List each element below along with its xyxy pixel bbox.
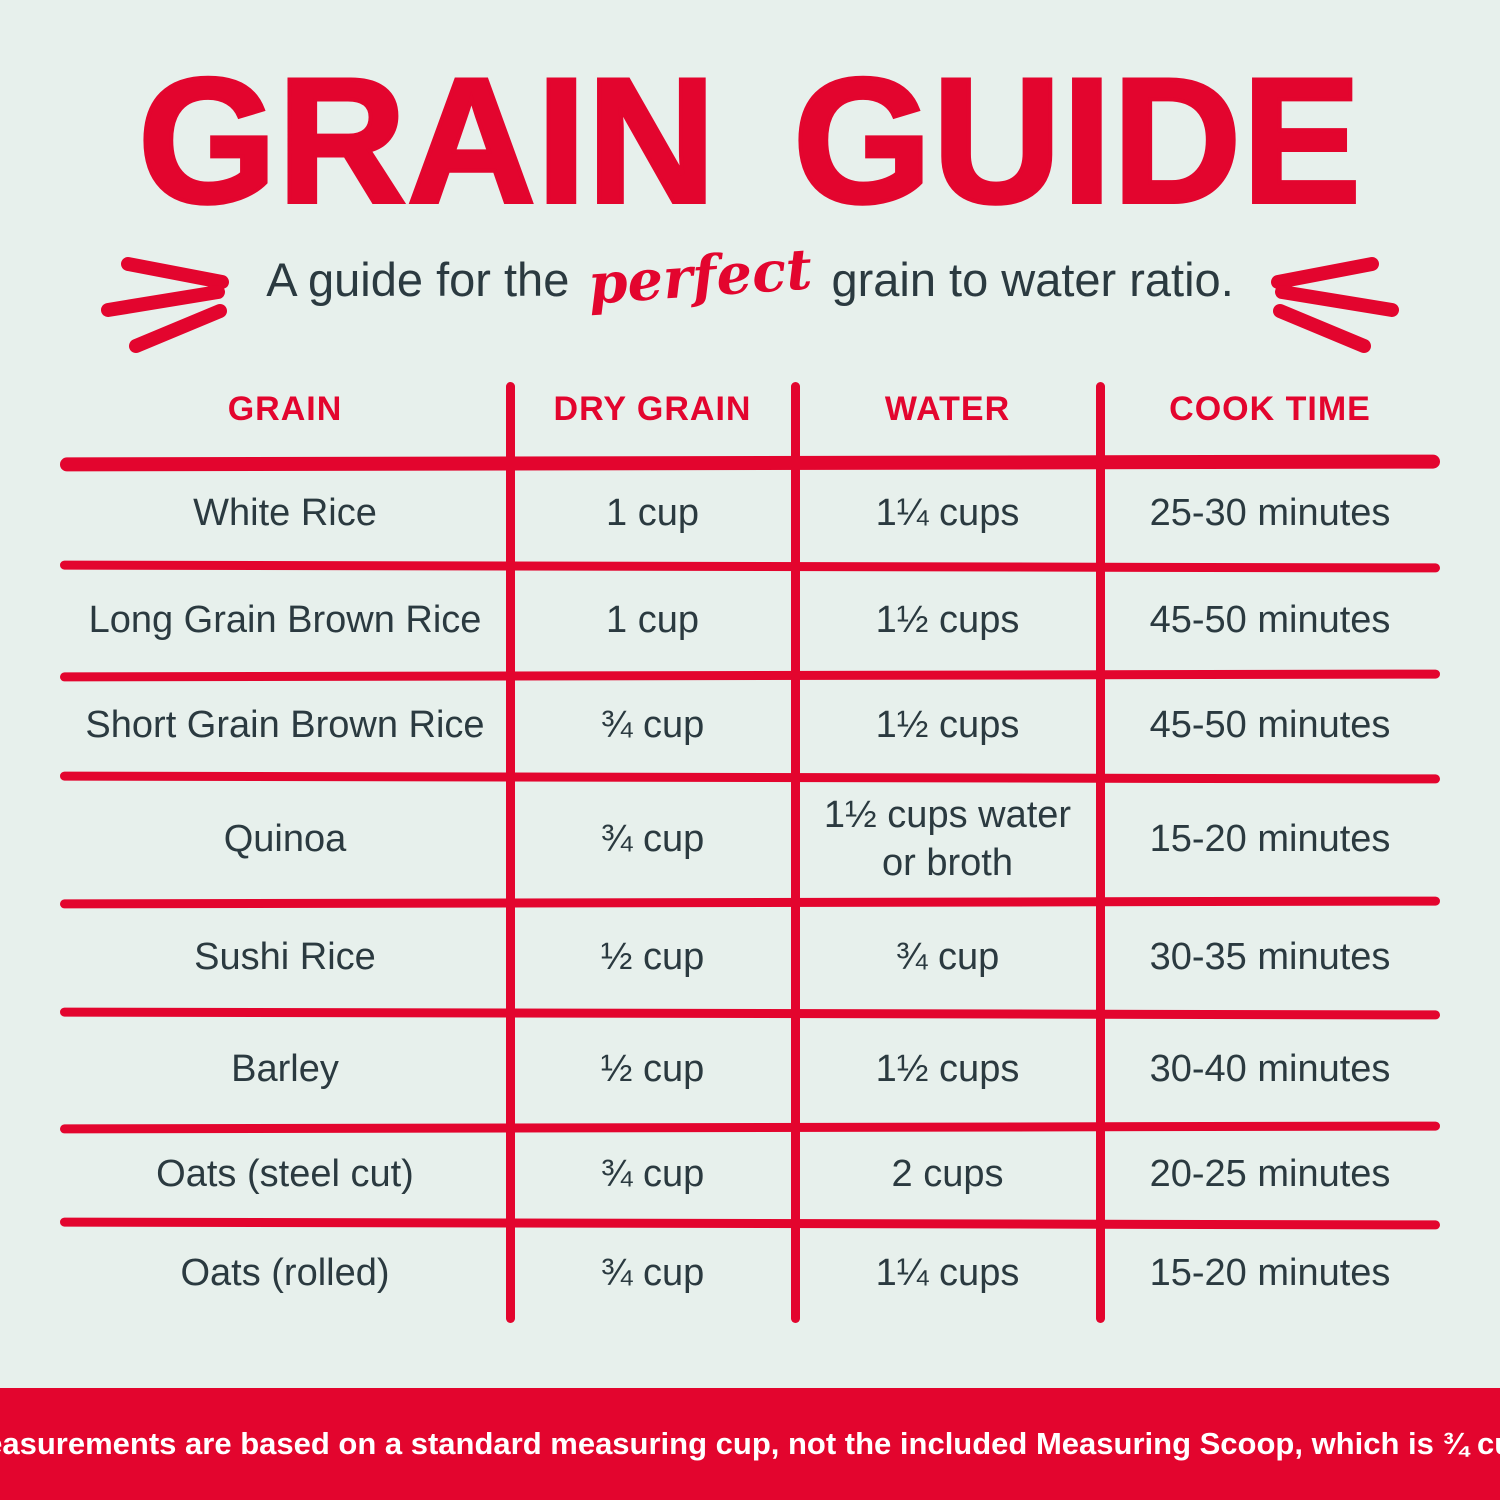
cell-water: 1½ cups <box>875 598 1020 641</box>
cell-water: 1¼ cups <box>875 492 1020 535</box>
grain-table-grid: GRAIN DRY GRAIN WATER COOK TIME White Ri… <box>60 378 1440 1325</box>
cell-dry-grain: 1 cup <box>606 598 699 641</box>
cell-dry-grain: ¾ cup <box>600 704 705 747</box>
cell-dry-grain: ¾ cup <box>600 817 705 860</box>
cell-dry-grain: ½ cup <box>600 935 705 978</box>
grain-table: GRAIN DRY GRAIN WATER COOK TIME White Ri… <box>59 378 1441 1325</box>
left-emphasis-icon <box>101 257 230 353</box>
cell-cook-time: 25-30 minutes <box>1149 492 1391 535</box>
cell-dry-grain: 1 cup <box>606 492 699 535</box>
cell-cook-time: 15-20 minutes <box>1149 817 1391 860</box>
cell-water: 1½ cups <box>875 704 1020 747</box>
cell-water: 1½ cups water or broth <box>823 794 1072 884</box>
cell-grain: Barley <box>231 1048 339 1091</box>
header-underline <box>59 454 1441 472</box>
cell-cook-time: 30-35 minutes <box>1149 935 1391 978</box>
cell-water: ¾ cup <box>895 935 1000 978</box>
column-separator <box>506 382 515 1323</box>
subtitle-prefix: A guide for the <box>266 253 570 306</box>
page-title: GRAIN GUIDE <box>136 41 1363 240</box>
cell-grain: Short Grain Brown Rice <box>85 704 485 747</box>
subtitle-suffix: grain to water ratio. <box>831 253 1234 306</box>
cell-cook-time: 15-20 minutes <box>1149 1252 1391 1295</box>
cell-water: 2 cups <box>891 1153 1004 1196</box>
subtitle-highlight: perfect <box>586 236 815 318</box>
cell-dry-grain: ¾ cup <box>600 1153 705 1196</box>
cell-grain: White Rice <box>193 492 377 535</box>
cell-dry-grain: ¾ cup <box>600 1252 705 1295</box>
cell-grain: Quinoa <box>223 817 347 860</box>
column-header-water: WATER <box>884 390 1011 428</box>
right-emphasis-icon <box>1270 257 1399 353</box>
cell-grain: Oats (steel cut) <box>156 1153 414 1196</box>
subtitle-row: A guide for the perfect grain to water r… <box>0 236 1500 354</box>
column-header-grain: GRAIN <box>227 390 343 428</box>
cell-water: 1½ cups <box>875 1048 1020 1091</box>
cell-water: 1¼ cups <box>875 1252 1020 1295</box>
column-header-dry-grain: DRY GRAIN <box>553 390 752 428</box>
cell-dry-grain: ½ cup <box>600 1048 705 1091</box>
cell-cook-time: 45-50 minutes <box>1149 598 1391 641</box>
column-header-cook-time: COOK TIME <box>1169 390 1371 428</box>
measurement-note: Measurements are based on a standard mea… <box>0 1426 1500 1461</box>
cell-cook-time: 20-25 minutes <box>1149 1153 1391 1196</box>
cell-cook-time: 30-40 minutes <box>1149 1048 1391 1091</box>
cell-grain: Long Grain Brown Rice <box>88 598 482 641</box>
cell-grain: Sushi Rice <box>194 935 376 978</box>
subtitle-text: A guide for the perfect grain to water r… <box>266 236 1234 317</box>
footer-banner: Measurements are based on a standard mea… <box>0 1388 1500 1500</box>
cell-cook-time: 45-50 minutes <box>1149 704 1391 747</box>
column-separator <box>1096 382 1105 1323</box>
cell-grain: Oats (rolled) <box>180 1252 390 1295</box>
column-separator <box>791 382 800 1323</box>
